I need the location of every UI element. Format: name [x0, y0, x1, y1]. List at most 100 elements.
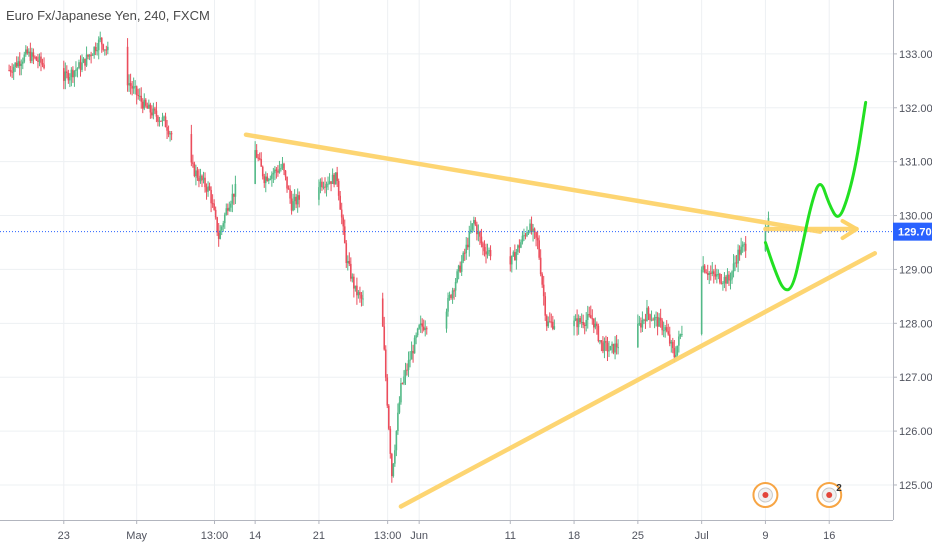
candle	[66, 65, 68, 79]
candle-body	[258, 158, 261, 160]
candle-body	[532, 228, 534, 232]
candle	[72, 66, 74, 83]
candle	[8, 64, 10, 72]
candle-body	[132, 86, 135, 89]
candle	[664, 324, 666, 338]
candle-body	[322, 186, 325, 188]
event-marker-dot	[826, 492, 833, 498]
candle	[421, 318, 424, 334]
candle	[196, 167, 199, 181]
candle-body	[466, 244, 469, 248]
candle-body	[450, 295, 452, 299]
candle	[457, 264, 460, 280]
candle	[295, 193, 297, 209]
candle-body	[664, 327, 666, 331]
candle-body	[20, 63, 23, 66]
time-tick-label: 13:00	[201, 530, 229, 542]
candle-body	[40, 56, 42, 64]
candle	[15, 56, 18, 68]
candle	[407, 351, 410, 377]
candle-body	[220, 226, 223, 231]
candle	[545, 314, 548, 331]
candle	[681, 325, 683, 337]
candle-body	[228, 207, 231, 211]
candle-body	[652, 319, 654, 321]
candle	[327, 176, 329, 191]
candle	[152, 102, 155, 120]
candle	[211, 194, 214, 208]
candle	[533, 227, 536, 240]
candle-body	[609, 346, 612, 351]
candle	[738, 245, 741, 261]
candle-body	[140, 95, 143, 102]
candle-body	[706, 273, 709, 275]
candle-body	[483, 247, 486, 252]
candle-body	[205, 187, 208, 192]
candle-body	[462, 252, 465, 262]
price-tick-label: 127.000	[899, 372, 932, 384]
current-price-label: 129.701	[898, 227, 932, 239]
candle-body	[700, 269, 703, 334]
candle	[737, 244, 739, 273]
candle	[144, 98, 147, 108]
candle-body	[445, 311, 448, 329]
candle-body	[383, 326, 386, 350]
candle-body	[731, 271, 733, 280]
candle	[141, 98, 144, 114]
candle-body	[29, 51, 32, 61]
candle-body	[453, 290, 455, 292]
candle	[94, 42, 97, 56]
candle	[729, 272, 732, 290]
candle-body	[163, 116, 165, 118]
candle-body	[403, 376, 405, 384]
candle	[652, 317, 654, 321]
price-tick-label: 126.000	[899, 426, 932, 438]
candle	[357, 290, 360, 299]
candle	[129, 73, 132, 95]
candle-body	[486, 251, 489, 255]
candle	[465, 237, 468, 260]
candle-body	[670, 341, 673, 344]
candle	[26, 46, 29, 55]
candle-body	[21, 61, 24, 64]
candle	[606, 336, 609, 362]
candle-body	[151, 112, 153, 116]
candle	[41, 58, 44, 68]
candle-body	[141, 101, 144, 109]
candle-body	[681, 333, 683, 335]
candle-body	[655, 316, 657, 318]
candle	[34, 55, 36, 60]
candle-body	[515, 251, 518, 261]
candle-body	[416, 328, 419, 336]
candle-body	[456, 271, 458, 282]
candle-body	[154, 108, 156, 111]
candle	[640, 317, 642, 333]
candle	[665, 320, 668, 333]
candle-body	[199, 175, 202, 182]
candle	[524, 232, 527, 240]
candle	[170, 131, 173, 141]
candle	[149, 102, 152, 119]
candle-body	[577, 318, 580, 328]
candle	[617, 339, 619, 355]
candle	[477, 224, 480, 242]
candle	[712, 269, 715, 284]
candle-body	[190, 134, 193, 163]
candle-body	[533, 228, 536, 233]
candle	[615, 334, 618, 355]
candle-body	[274, 169, 276, 173]
candle	[609, 345, 612, 351]
candle-body	[211, 203, 214, 205]
candle-body	[137, 95, 140, 97]
candle-body	[401, 383, 404, 385]
candle-body	[290, 198, 293, 211]
candle-body	[381, 298, 384, 327]
candle-body	[489, 250, 492, 257]
candle-body	[85, 54, 88, 66]
candle	[140, 87, 143, 109]
candle	[538, 235, 540, 260]
time-tick-label: 13:00	[374, 530, 402, 542]
time-axis: 23 May 13:00 14 21 13:00 Jun 11 18 25 Jul 9 16	[58, 520, 835, 542]
candle	[479, 230, 481, 245]
